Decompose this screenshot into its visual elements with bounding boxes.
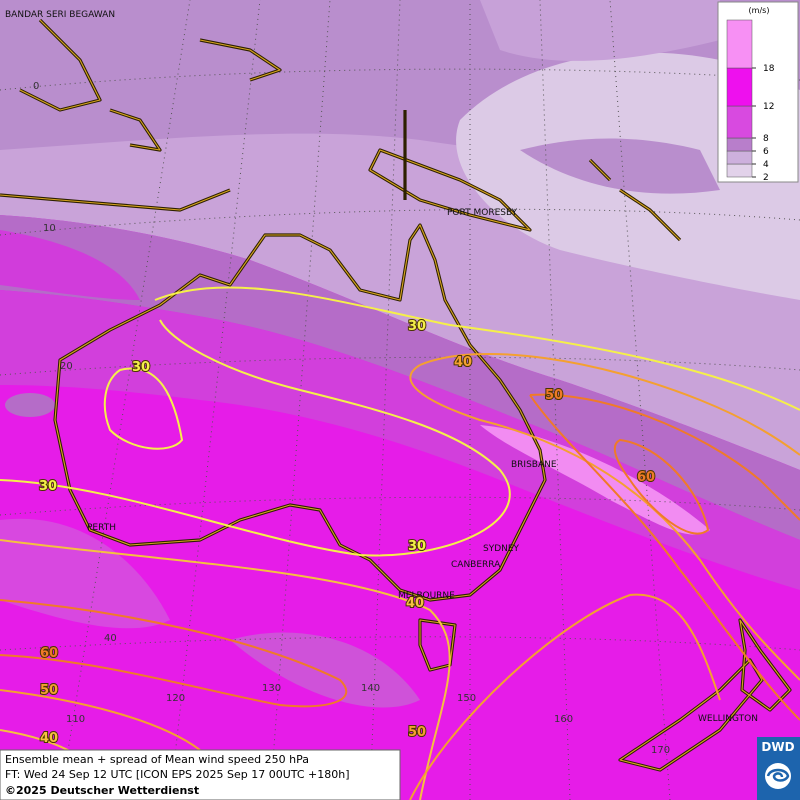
field-band — [0, 215, 800, 540]
legend-label: 18 — [763, 64, 775, 74]
graticule-labels: 0 10 20 40 110 120 130 140 150 160 170 — [33, 81, 670, 756]
grid-line — [369, 0, 401, 800]
place-labels: BANDAR SERI BEGAWAN PORT MORESBY BRISBAN… — [5, 10, 758, 724]
grid-line — [539, 0, 571, 800]
contour-label: 40 — [406, 596, 424, 611]
contour-line — [409, 593, 721, 800]
longitude-label: 170 — [651, 745, 670, 756]
place-label: MELBOURNE — [398, 591, 455, 601]
info-frame — [0, 749, 401, 800]
legend-swatch — [726, 163, 753, 178]
legend-unit: (m/s) — [749, 6, 770, 15]
longitude-label: 110 — [66, 714, 85, 725]
legend-swatch — [726, 67, 753, 107]
field-patch — [520, 138, 720, 194]
grid-line — [0, 208, 800, 236]
contour-line — [529, 393, 800, 521]
field-patch — [5, 393, 55, 417]
longitude-label: 140 — [361, 683, 380, 694]
logo-emblem — [765, 763, 791, 789]
latitude-label: 20 — [60, 361, 73, 372]
contour-label: 30 — [39, 479, 57, 494]
latitude-label: 0 — [33, 81, 39, 92]
grid-line — [0, 636, 800, 651]
contour-line — [0, 539, 451, 800]
place-label: SYDNEY — [483, 544, 520, 554]
place-label: WELLINGTON — [698, 714, 758, 724]
contour-line — [409, 364, 800, 681]
legend-swatch — [726, 19, 753, 69]
field-patch — [480, 0, 720, 61]
legend-label: 2 — [763, 173, 769, 183]
logo-text: DWD — [761, 740, 794, 754]
contour-line — [103, 367, 184, 450]
info-box: Ensemble mean + spread of Mean wind spee… — [0, 749, 401, 800]
contour-line — [0, 599, 348, 708]
field-patch — [0, 230, 140, 300]
legend: (m/s) 2 4 6 8 12 18 — [717, 1, 799, 183]
longitude-label: 160 — [554, 714, 573, 725]
contour-label: 30 — [408, 539, 426, 554]
place-label: PERTH — [87, 523, 116, 533]
contour-label: 40 — [454, 355, 472, 370]
contour-line — [154, 286, 800, 411]
info-text: Ensemble mean + spread of Mean wind spee… — [5, 753, 309, 766]
legend-label: 12 — [763, 102, 774, 112]
legend-label: 8 — [763, 134, 769, 144]
latitude-label: 40 — [104, 633, 117, 644]
contour-labels: 30 40 50 60 30 30 30 40 60 50 40 50 — [38, 318, 656, 747]
place-label: BRISBANE — [511, 460, 557, 470]
contour-line — [0, 689, 201, 751]
place-label: PORT MORESBY — [447, 208, 518, 218]
grid-line — [0, 356, 800, 376]
longitude-label: 120 — [166, 693, 185, 704]
copyright: ©2025 Deutscher Wetterdienst — [5, 784, 199, 797]
legend-label: 6 — [763, 147, 769, 157]
contour-label: 40 — [40, 731, 58, 746]
grid-line — [0, 496, 800, 516]
field-patch — [230, 632, 420, 708]
contour-label: 60 — [637, 470, 655, 485]
contour-label: 50 — [545, 388, 563, 403]
contour-label: 30 — [408, 319, 426, 334]
contour-label: 60 — [40, 646, 58, 661]
legend-swatch — [726, 150, 753, 165]
latitude-label: 10 — [43, 223, 56, 234]
contour-label: 30 — [132, 360, 150, 375]
contour-line — [613, 438, 710, 535]
longitude-label: 130 — [262, 683, 281, 694]
place-label: CANBERRA — [451, 560, 501, 570]
contour-label: 50 — [40, 683, 58, 698]
logo: DWD — [757, 737, 800, 800]
field-band — [0, 290, 800, 590]
contour-label: 50 — [408, 725, 426, 740]
grid-line — [169, 0, 261, 800]
info-text: FT: Wed 24 Sep 12 UTC [ICON EPS 2025 Sep… — [5, 768, 350, 781]
legend-label: 4 — [763, 160, 769, 170]
contour-line — [529, 394, 800, 721]
legend-swatch — [726, 105, 753, 139]
longitude-label: 150 — [457, 693, 476, 704]
grid-line — [59, 0, 191, 800]
contour-line — [0, 319, 511, 557]
contour-line — [419, 353, 800, 456]
logo-emblem — [766, 768, 790, 782]
place-label: BANDAR SERI BEGAWAN — [5, 10, 115, 20]
legend-swatch — [726, 137, 753, 152]
